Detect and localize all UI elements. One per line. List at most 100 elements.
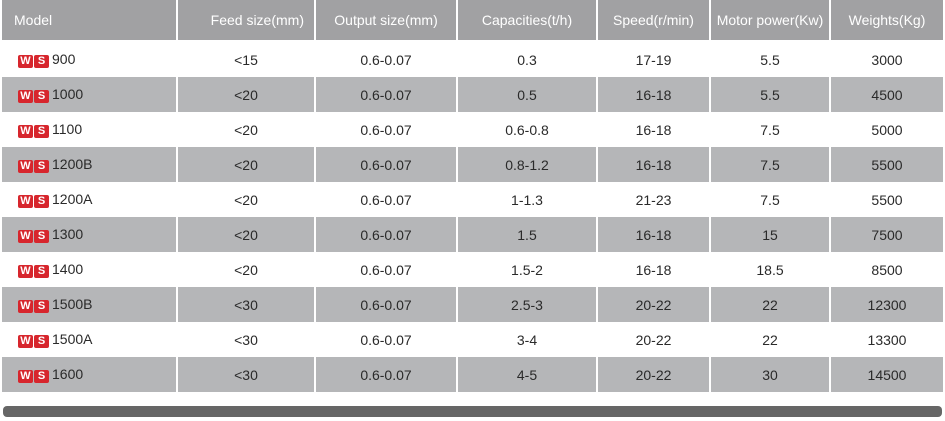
cell: 8500 xyxy=(829,252,943,287)
cell: 0.6-0.07 xyxy=(314,41,457,77)
logo-letter: S xyxy=(34,265,49,279)
logo-letter: W xyxy=(18,230,33,244)
logo-letter: W xyxy=(18,370,33,384)
logo-letter: S xyxy=(34,55,49,69)
cell: 30 xyxy=(709,357,830,392)
model-number: 1500B xyxy=(52,295,93,312)
model-number: 1400 xyxy=(52,260,84,277)
cell: 20-22 xyxy=(596,357,710,392)
cell: 0.6-0.07 xyxy=(314,322,457,357)
logo-letter: W xyxy=(18,335,33,349)
model-number: 1200B xyxy=(52,155,93,172)
cell: 16-18 xyxy=(596,77,710,112)
cell: 17-19 xyxy=(596,41,710,77)
cell: 7.5 xyxy=(709,112,830,147)
cell: 2.5-3 xyxy=(456,287,597,322)
model-cell: W S 1200B xyxy=(2,147,177,182)
header-row: Model Feed size(mm) Output size(mm) Capacit… xyxy=(2,0,943,42)
cell: 1-1.3 xyxy=(456,182,597,217)
row: W S 1100 <20 0.6-0.07 0.6-0.8 16-18 7.5 5000 xyxy=(2,112,943,147)
header-cell: Capacities(t/h) xyxy=(456,0,597,42)
cell: <15 xyxy=(176,41,315,77)
cell: 16-18 xyxy=(596,252,710,287)
logo-letter: W xyxy=(18,55,33,69)
model-cell: W S 900 xyxy=(2,41,177,77)
cell: 5000 xyxy=(829,112,943,147)
logo-letter: W xyxy=(18,90,33,104)
cell: 16-18 xyxy=(596,112,710,147)
cell: 18.5 xyxy=(709,252,830,287)
cell: 13300 xyxy=(829,322,943,357)
model-cell: W S 1200A xyxy=(2,182,177,217)
logo-letter: S xyxy=(34,300,49,314)
cell: 1.5-2 xyxy=(456,252,597,287)
row: W S 1200A <20 0.6-0.07 1-1.3 21-23 7.5 5500 xyxy=(2,182,943,217)
model-number: 1100 xyxy=(52,120,83,137)
model-cell: W S 1100 xyxy=(2,112,177,147)
cell: 0.5 xyxy=(456,77,597,112)
cell: 0.3 xyxy=(456,41,597,77)
logo-letter: S xyxy=(34,195,49,209)
cell: 5.5 xyxy=(709,41,830,77)
cell: 0.6-0.07 xyxy=(314,112,457,147)
cell: <20 xyxy=(176,217,315,252)
logo-letter: W xyxy=(18,265,33,279)
cell: 16-18 xyxy=(596,147,710,182)
logo-letter: W xyxy=(18,125,33,139)
table-body: W S 900 <15 0.6-0.07 0.3 17-19 5.5 3000 W S 1000 <20… xyxy=(2,41,943,392)
header-cell: Motor power(Kw) xyxy=(709,0,830,42)
model-number: 1500A xyxy=(52,330,93,347)
cell: 22 xyxy=(709,322,830,357)
logo-letter: W xyxy=(18,160,33,174)
cell: 16-18 xyxy=(596,217,710,252)
cell: <30 xyxy=(176,322,315,357)
model-number: 1200A xyxy=(52,190,93,207)
cell: <20 xyxy=(176,252,315,287)
model-number: 1600 xyxy=(52,365,84,382)
cell: 0.6-0.07 xyxy=(314,287,457,322)
cell: 7500 xyxy=(829,217,943,252)
cell: 4-5 xyxy=(456,357,597,392)
row: W S 1200B <20 0.6-0.07 0.8-1.2 16-18 7.5 5500 xyxy=(2,147,943,182)
cell: <20 xyxy=(176,147,315,182)
header-cell: Weights(Kg) xyxy=(829,0,943,42)
logo-letter: S xyxy=(34,230,49,244)
row: W S 1000 <20 0.6-0.07 0.5 16-18 5.5 4500 xyxy=(2,77,943,112)
header-cell: Speed(r/min) xyxy=(596,0,710,42)
cell: <20 xyxy=(176,77,315,112)
bottom-bar xyxy=(3,406,942,417)
cell: <20 xyxy=(176,112,315,147)
cell: 5500 xyxy=(829,147,943,182)
cell: 20-22 xyxy=(596,287,710,322)
cell: 21-23 xyxy=(596,182,710,217)
cell: 0.6-0.07 xyxy=(314,217,457,252)
model-cell: W S 1600 xyxy=(2,357,177,392)
cell: 5500 xyxy=(829,182,943,217)
model-number: 1300 xyxy=(52,225,84,242)
cell: 20-22 xyxy=(596,322,710,357)
cell: 14500 xyxy=(829,357,943,392)
cell: 1.5 xyxy=(456,217,597,252)
logo-letter: W xyxy=(18,300,33,314)
logo-letter: S xyxy=(34,90,49,104)
logo-letter: S xyxy=(34,335,49,349)
model-cell: W S 1400 xyxy=(2,252,177,287)
model-cell: W S 1500B xyxy=(2,287,177,322)
logo-letter: W xyxy=(18,195,33,209)
cell: 0.6-0.07 xyxy=(314,77,457,112)
cell: 12300 xyxy=(829,287,943,322)
model-cell: W S 1000 xyxy=(2,77,177,112)
cell: 3000 xyxy=(829,41,943,77)
model-cell: W S 1500A xyxy=(2,322,177,357)
row: W S 1500A <30 0.6-0.07 3-4 20-22 22 13300 xyxy=(2,322,943,357)
